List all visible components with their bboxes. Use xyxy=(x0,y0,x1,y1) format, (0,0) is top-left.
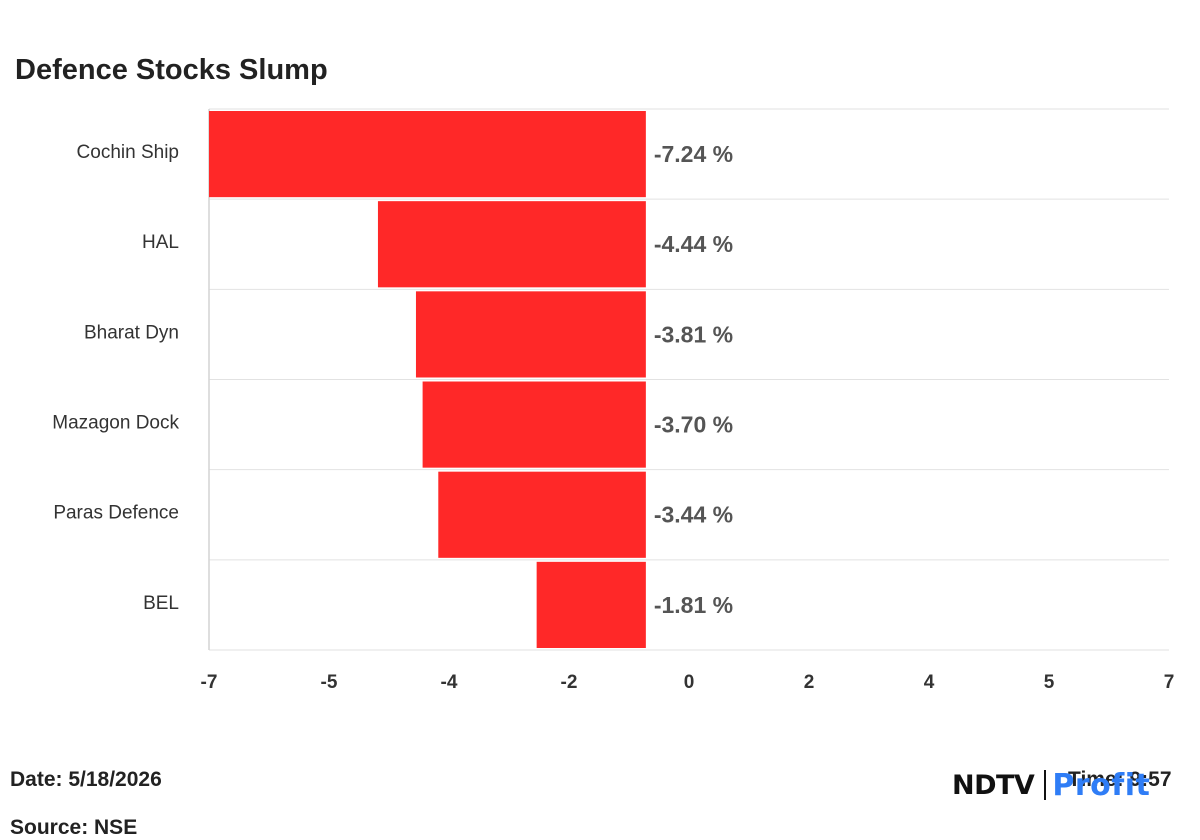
bar xyxy=(415,291,646,378)
logo-divider xyxy=(1044,770,1047,800)
x-tick-label: 2 xyxy=(804,672,815,693)
x-tick-label: -2 xyxy=(561,672,578,693)
x-tick-label: -7 xyxy=(201,672,218,693)
category-label: BEL xyxy=(143,593,179,614)
category-label: Cochin Ship xyxy=(77,142,179,163)
x-tick-label: 4 xyxy=(924,672,935,693)
x-tick-label: 7 xyxy=(1164,672,1175,693)
ndtv-profit-logo: NDTV Profit xyxy=(952,767,1151,803)
category-label: Bharat Dyn xyxy=(84,322,179,343)
bar xyxy=(536,561,646,648)
data-label: -3.44 % xyxy=(654,502,733,528)
bar xyxy=(209,111,646,198)
x-tick-label: 0 xyxy=(684,672,695,693)
data-label: -3.70 % xyxy=(654,412,733,438)
logo-profit-text: Profit xyxy=(1052,767,1151,803)
data-label: -4.44 % xyxy=(654,231,733,257)
x-tick-label: 5 xyxy=(1044,672,1055,693)
data-label: -7.24 % xyxy=(654,141,733,167)
logo-ndtv-text: NDTV xyxy=(952,769,1035,801)
source-label: Source: NSE xyxy=(10,816,138,839)
x-tick-label: -4 xyxy=(441,672,458,693)
date-label: Date: 5/18/2026 xyxy=(10,768,162,791)
chart-title: Defence Stocks Slump xyxy=(15,54,328,86)
bar xyxy=(422,381,646,468)
time-label: Time: 9:57 xyxy=(1068,768,1172,791)
category-label: Mazagon Dock xyxy=(52,413,179,434)
category-label: HAL xyxy=(142,232,179,253)
category-label: Paras Defence xyxy=(53,503,179,524)
x-tick-label: -5 xyxy=(321,672,338,693)
data-label: -1.81 % xyxy=(654,592,733,618)
bar xyxy=(377,201,646,288)
bar xyxy=(438,471,646,558)
data-label: -3.81 % xyxy=(654,321,733,347)
